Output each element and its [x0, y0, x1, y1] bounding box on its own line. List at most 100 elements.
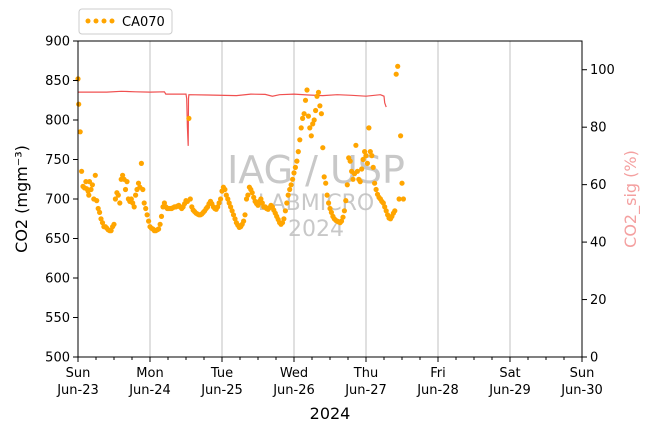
- data-point: [338, 218, 345, 224]
- data-point: [222, 186, 228, 193]
- data-point: [223, 192, 229, 198]
- data-point: [298, 125, 304, 131]
- y-right-tick-label: 40: [590, 236, 607, 251]
- data-point: [216, 200, 222, 206]
- data-point: [285, 192, 291, 198]
- data-point: [367, 149, 373, 155]
- data-point: [380, 200, 386, 206]
- x-tick-label-day: Tue: [210, 366, 233, 381]
- data-point: [226, 200, 232, 206]
- data-point: [288, 182, 294, 188]
- data-point: [130, 200, 136, 206]
- data-point: [362, 149, 368, 155]
- x-axis: Sun Jun-23 Mon Jun-24 Tue Jun-25 Wed Jun-26 Thu J…: [56, 357, 603, 398]
- data-point: [318, 111, 324, 117]
- data-point: [354, 168, 360, 174]
- data-point: [382, 204, 388, 210]
- legend-marker-dot: [93, 18, 99, 24]
- data-point: [399, 180, 405, 186]
- data-point: [215, 204, 221, 210]
- data-point: [340, 214, 346, 220]
- data-point: [302, 97, 309, 103]
- data-point: [225, 196, 231, 202]
- data-point: [77, 129, 83, 135]
- y-tick-label: 550: [45, 311, 70, 326]
- data-point: [97, 209, 103, 215]
- data-point: [395, 63, 401, 69]
- data-point: [117, 200, 123, 206]
- data-point: [291, 170, 297, 176]
- data-point: [111, 221, 117, 227]
- data-point: [99, 220, 106, 226]
- data-point: [232, 216, 238, 222]
- data-point: [295, 149, 301, 155]
- data-point: [313, 107, 319, 114]
- y-right-tick-label: 80: [590, 121, 607, 136]
- data-point: [218, 196, 224, 202]
- data-point: [373, 186, 379, 193]
- data-point: [157, 221, 163, 227]
- data-point: [249, 190, 255, 196]
- data-point: [279, 220, 286, 226]
- data-point: [400, 196, 406, 202]
- data-point: [112, 196, 118, 202]
- data-point: [243, 196, 250, 202]
- legend-marker-dot: [109, 18, 115, 24]
- data-point: [341, 208, 347, 214]
- y-tick-label: 850: [45, 74, 70, 89]
- data-point: [115, 192, 121, 198]
- data-point: [314, 93, 320, 99]
- y-right-tick-label: 100: [590, 63, 615, 78]
- data-point: [383, 208, 389, 214]
- data-point: [310, 121, 316, 127]
- data-point: [307, 125, 313, 131]
- data-point: [146, 218, 152, 224]
- x-tick-label-day: Thu: [353, 366, 378, 381]
- data-point: [328, 209, 334, 215]
- data-point: [124, 179, 130, 185]
- data-point: [317, 103, 323, 109]
- y-axis-right: 0 20 40 60 80 100: [582, 63, 615, 366]
- x-tick-label-day: Sat: [499, 366, 520, 381]
- ca070-points-layer: [75, 63, 406, 234]
- data-point: [259, 200, 265, 206]
- data-point: [133, 192, 139, 198]
- y-tick-label: 900: [45, 35, 70, 50]
- data-point: [347, 158, 353, 164]
- data-point: [138, 160, 144, 166]
- data-point: [300, 115, 306, 121]
- co2-sig-line-layer: [78, 90, 387, 146]
- x-tick-label-date: Jun-23: [56, 383, 99, 398]
- x-tick-label-day: Sun: [570, 366, 595, 381]
- legend-label: CA070: [122, 15, 165, 30]
- data-point: [301, 111, 307, 117]
- data-point: [294, 158, 300, 164]
- data-point: [315, 89, 322, 95]
- y-tick-label: 650: [45, 232, 70, 247]
- data-point: [79, 168, 85, 174]
- x-tick-label-date: Jun-27: [344, 383, 387, 398]
- data-point: [122, 186, 129, 193]
- data-point: [311, 117, 317, 123]
- y-tick-label: 600: [45, 272, 70, 287]
- data-point: [392, 208, 398, 214]
- data-point: [287, 186, 293, 193]
- data-point: [353, 142, 359, 148]
- data-point: [327, 205, 333, 212]
- y-axis-right-title: CO2_sig (%): [621, 150, 641, 248]
- data-point: [326, 200, 332, 206]
- data-point: [393, 71, 399, 77]
- data-point: [158, 213, 165, 219]
- data-point: [297, 137, 303, 143]
- data-point: [304, 87, 310, 93]
- data-point: [292, 164, 298, 170]
- y-axis-title: CO2 (mgm⁻³): [12, 145, 31, 253]
- legend-marker-dot: [101, 18, 107, 24]
- data-point: [258, 196, 264, 202]
- data-point: [76, 101, 82, 107]
- watermark-line1: IAG / USP: [227, 148, 405, 192]
- data-point: [343, 198, 349, 204]
- y-tick-label: 700: [45, 193, 70, 208]
- data-point: [321, 174, 327, 180]
- data-point: [372, 180, 378, 186]
